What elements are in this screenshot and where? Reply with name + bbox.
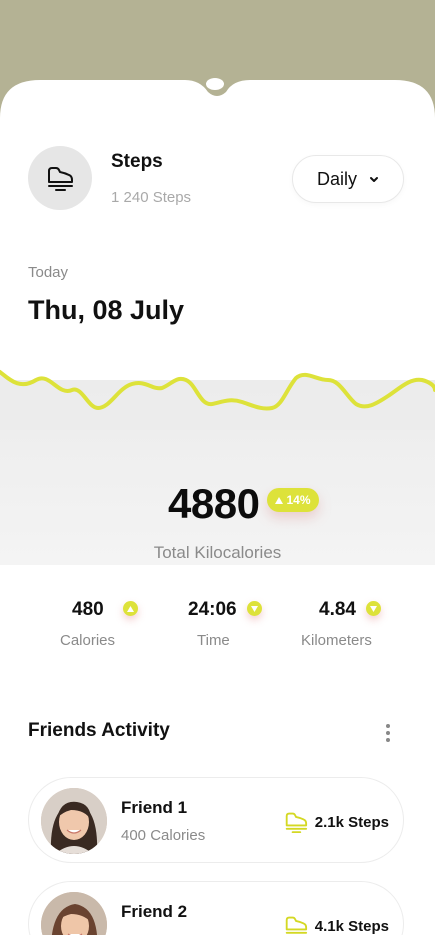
friend-steps-value: 4.1k Steps	[314, 917, 389, 935]
friend-calories: 400 Calories	[121, 827, 206, 844]
friends-section-title: Friends Activity	[28, 720, 170, 741]
date-label: Today	[28, 264, 69, 281]
stat-calories-label: Calories	[60, 632, 116, 649]
friend-name: Friend 1	[121, 798, 188, 817]
stat-distance-value: 4.84	[319, 599, 356, 620]
stat-calories-trend	[123, 601, 138, 616]
stat-time-value: 24:06	[188, 599, 237, 620]
stat-time-label: Time	[197, 632, 230, 649]
friend-steps: 4.1k Steps	[283, 915, 389, 935]
friend-steps: 2.1k Steps	[283, 811, 389, 833]
arrow-up-icon	[275, 496, 284, 504]
person-avatar-image	[41, 892, 107, 935]
arrow-down-icon	[370, 605, 377, 612]
shoe-icon	[48, 167, 73, 191]
stat-calories-value: 480	[72, 599, 104, 620]
kcal-label: Total Kilocalories	[153, 543, 282, 562]
stat-distance-trend	[366, 601, 381, 616]
chevron-down-icon	[370, 176, 378, 182]
person-avatar-image	[41, 788, 107, 854]
stat-distance-label: Kilometers	[301, 632, 372, 649]
friend-steps-value: 2.1k Steps	[314, 813, 389, 831]
change-value: 14%	[286, 493, 311, 507]
date-value: Thu, 08 July	[28, 295, 185, 325]
friend-name: Friend 2	[121, 902, 188, 921]
avatar	[41, 788, 107, 854]
kcal-total: 4880	[168, 480, 260, 527]
friend-card[interactable]: Friend 2 4.1k Steps	[28, 881, 404, 935]
period-dropdown-label: Daily	[316, 168, 357, 189]
steps-icon-circle	[28, 146, 92, 210]
stat-time-trend	[247, 601, 262, 616]
activity-wave	[0, 370, 435, 430]
arrow-down-icon	[251, 605, 258, 612]
shoe-icon	[285, 812, 307, 833]
steps-count: 1 240 Steps	[111, 189, 192, 206]
page-title: Steps	[111, 151, 163, 172]
shoe-icon	[285, 916, 307, 934]
change-badge: 14%	[267, 488, 319, 512]
avatar	[41, 892, 107, 935]
more-vertical-icon[interactable]	[384, 724, 392, 742]
period-dropdown[interactable]: Daily	[292, 155, 404, 203]
arrow-up-icon	[127, 605, 134, 612]
friend-card[interactable]: Friend 1 400 Calories 2.1k Steps	[28, 777, 404, 863]
